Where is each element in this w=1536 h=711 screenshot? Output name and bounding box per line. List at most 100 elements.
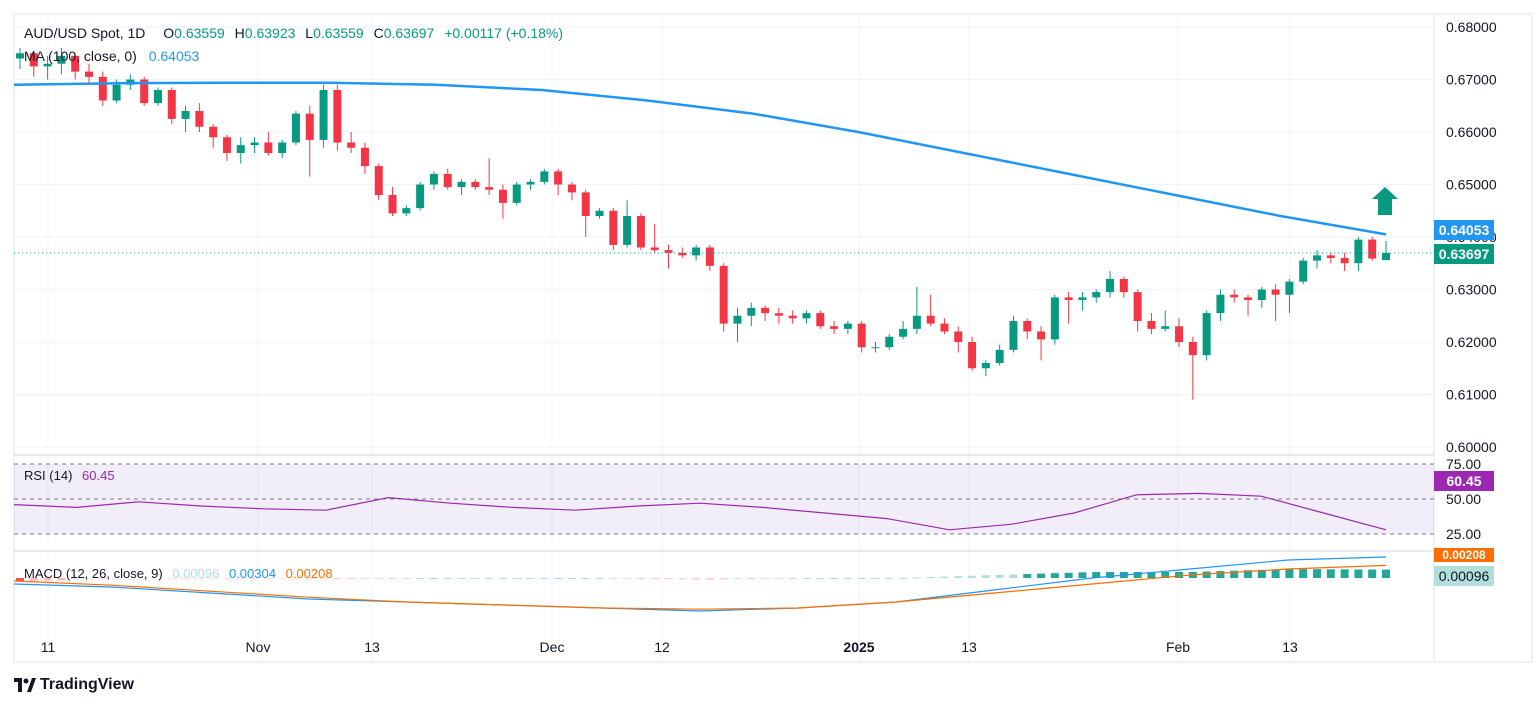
candle-body (747, 307, 756, 316)
macd-hist-bar (16, 578, 24, 581)
candle-body (540, 171, 549, 182)
macd-signal-badge: 0.00208 (1434, 548, 1494, 562)
ma-value: 0.64053 (148, 48, 200, 64)
macd-hist-bar (650, 578, 659, 579)
macd-hist-bar (333, 578, 342, 580)
candle-body (457, 181, 466, 188)
candle-body (1092, 292, 1101, 298)
macd-hist-bar (595, 578, 604, 579)
candle-body (347, 142, 356, 148)
candle-body (305, 113, 314, 140)
macd-hist-bar (1037, 573, 1046, 578)
macd-hist-bar (899, 577, 908, 579)
rsi-tick-label: 75.00 (1446, 456, 1481, 472)
macd-hist-bar (581, 578, 590, 579)
candle-body (664, 250, 673, 253)
candle-body (1009, 321, 1018, 350)
candle-body (1257, 289, 1266, 300)
macd-hist-bar (1340, 569, 1349, 578)
macd-hist-bar (802, 578, 811, 579)
candle-body (609, 210, 618, 245)
rsi-tick-label: 25.00 (1446, 526, 1481, 542)
macd-hist-bar (1175, 572, 1184, 578)
candle-body (84, 71, 93, 77)
price-tick-label: 0.62000 (1446, 334, 1497, 350)
chart-header: AUD/USD Spot, 1D O0.63559 H0.63923 L0.63… (24, 25, 563, 41)
macd-hist-bar (1147, 572, 1156, 578)
macd-hist-bar (1009, 574, 1018, 578)
close-label: C (373, 25, 384, 41)
macd-hist-bar (1368, 569, 1377, 578)
macd-hist-value: 0.00096 (172, 566, 220, 581)
rsi-badge: 60.45 (1434, 471, 1494, 491)
candle-body (678, 252, 687, 256)
candle-body (761, 307, 770, 314)
candle-body (788, 315, 797, 319)
up-arrow-icon (1372, 187, 1398, 215)
candle-body (816, 313, 825, 327)
candle-body (1230, 294, 1239, 298)
candle-body (1285, 281, 1294, 295)
rsi-header: RSI (14) 60.45 (24, 468, 115, 483)
candle-body (1188, 342, 1197, 356)
macd-hist-bar (1050, 573, 1059, 578)
candle-body (153, 90, 162, 104)
macd-hist-bar (512, 578, 521, 579)
candle-body (1202, 313, 1211, 356)
candle-body (719, 265, 728, 324)
candle-body (402, 208, 411, 214)
time-tick-label: 13 (1282, 639, 1298, 655)
candle-body (1175, 326, 1184, 342)
macd-hist-bar (816, 578, 825, 579)
macd-hist-bar (1313, 569, 1322, 578)
macd-hist-bar (1285, 569, 1294, 578)
candle-body (374, 166, 383, 195)
candle-body (250, 142, 259, 146)
macd-hist-bar (416, 578, 425, 579)
candle-body (1299, 260, 1308, 282)
candle-body (1313, 255, 1322, 261)
macd-hist-bar (1133, 572, 1142, 578)
candle-body (222, 137, 231, 153)
macd-hist-bar (1202, 571, 1211, 578)
macd-hist-bar (1106, 572, 1115, 578)
time-tick-label: Dec (540, 639, 565, 655)
macd-hist-bar (1257, 569, 1266, 578)
candle-body (968, 342, 977, 369)
macd-hist-bar (429, 578, 438, 579)
candle-body (871, 347, 880, 349)
macd-hist-bar (761, 578, 770, 579)
candle-body (1064, 297, 1073, 300)
macd-hist-bar (1023, 574, 1032, 578)
candle-body (416, 184, 425, 209)
macd-hist-bar (705, 578, 714, 580)
rsi-line (13, 492, 1387, 531)
macd-hist-bar (940, 576, 949, 578)
macd-hist-bar (857, 578, 866, 579)
price-tick-label: 0.63000 (1446, 282, 1497, 298)
macd-hist-bar (1064, 572, 1073, 578)
macd-hist-bar (1230, 570, 1239, 578)
tradingview-logo-icon (14, 678, 36, 692)
ma100-line (13, 81, 1387, 236)
candle-body (636, 216, 645, 248)
rsi-axis: 75.00 50.00 25.00 (1446, 456, 1481, 542)
macd-hist-bar (885, 578, 894, 579)
close-value: 0.63697 (383, 25, 435, 41)
macd-hist-bar (636, 578, 645, 579)
candle-body (774, 313, 783, 316)
candle-body (567, 184, 576, 193)
candle-body (733, 315, 742, 324)
macd-hist-bar (788, 578, 797, 579)
candle-body (830, 326, 839, 329)
grid (13, 13, 1533, 663)
time-tick-label: Nov (246, 639, 271, 655)
candle-body (498, 189, 507, 203)
macd-hist-bar (457, 578, 466, 579)
candle-body (1340, 258, 1349, 264)
price-tick-label: 0.60000 (1446, 439, 1497, 455)
candle-body (388, 195, 397, 214)
rsi-tick-label: 50.00 (1446, 491, 1481, 507)
candle-body (926, 315, 935, 324)
